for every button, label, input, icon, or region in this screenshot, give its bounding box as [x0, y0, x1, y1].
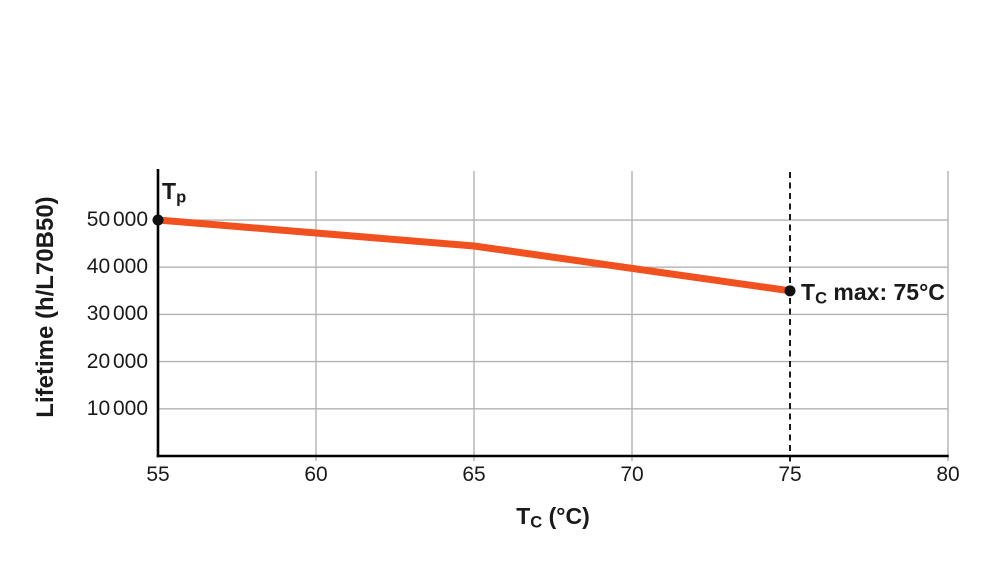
x-tick-label: 55 [146, 463, 170, 486]
y-tick-label: 40 000 [86, 255, 148, 279]
x-tick-label: 70 [620, 463, 644, 486]
start-point-annotation-main: T [162, 178, 177, 204]
x-axis-title-main: T [516, 503, 531, 529]
y-tick-label: 20 000 [86, 349, 148, 373]
tc-max-annotation-main: T [801, 279, 816, 305]
data-point-marker [784, 285, 796, 297]
x-tick-label: 60 [304, 463, 328, 486]
x-axis-title-subscript: C [530, 512, 543, 532]
tc-max-annotation: TC max: 75°C [801, 279, 945, 312]
start-point-annotation-subscript: p [176, 187, 187, 207]
y-tick-label: 10 000 [86, 396, 148, 420]
y-tick-label: 30 000 [86, 302, 148, 326]
y-tick-label: 50 000 [86, 208, 148, 232]
start-point-annotation: Tp [162, 178, 186, 211]
x-tick-label: 75 [778, 463, 802, 486]
tc-max-annotation-text: max: 75°C [827, 279, 945, 305]
tc-max-annotation-subscript: C [815, 288, 828, 308]
x-axis-title: TC (°C) [453, 503, 653, 533]
x-tick-label: 65 [462, 463, 486, 486]
data-point-marker [152, 214, 164, 226]
x-tick-label: 80 [936, 463, 960, 486]
x-axis-title-units: (°C) [542, 503, 590, 529]
lifetime-line [157, 216, 791, 295]
